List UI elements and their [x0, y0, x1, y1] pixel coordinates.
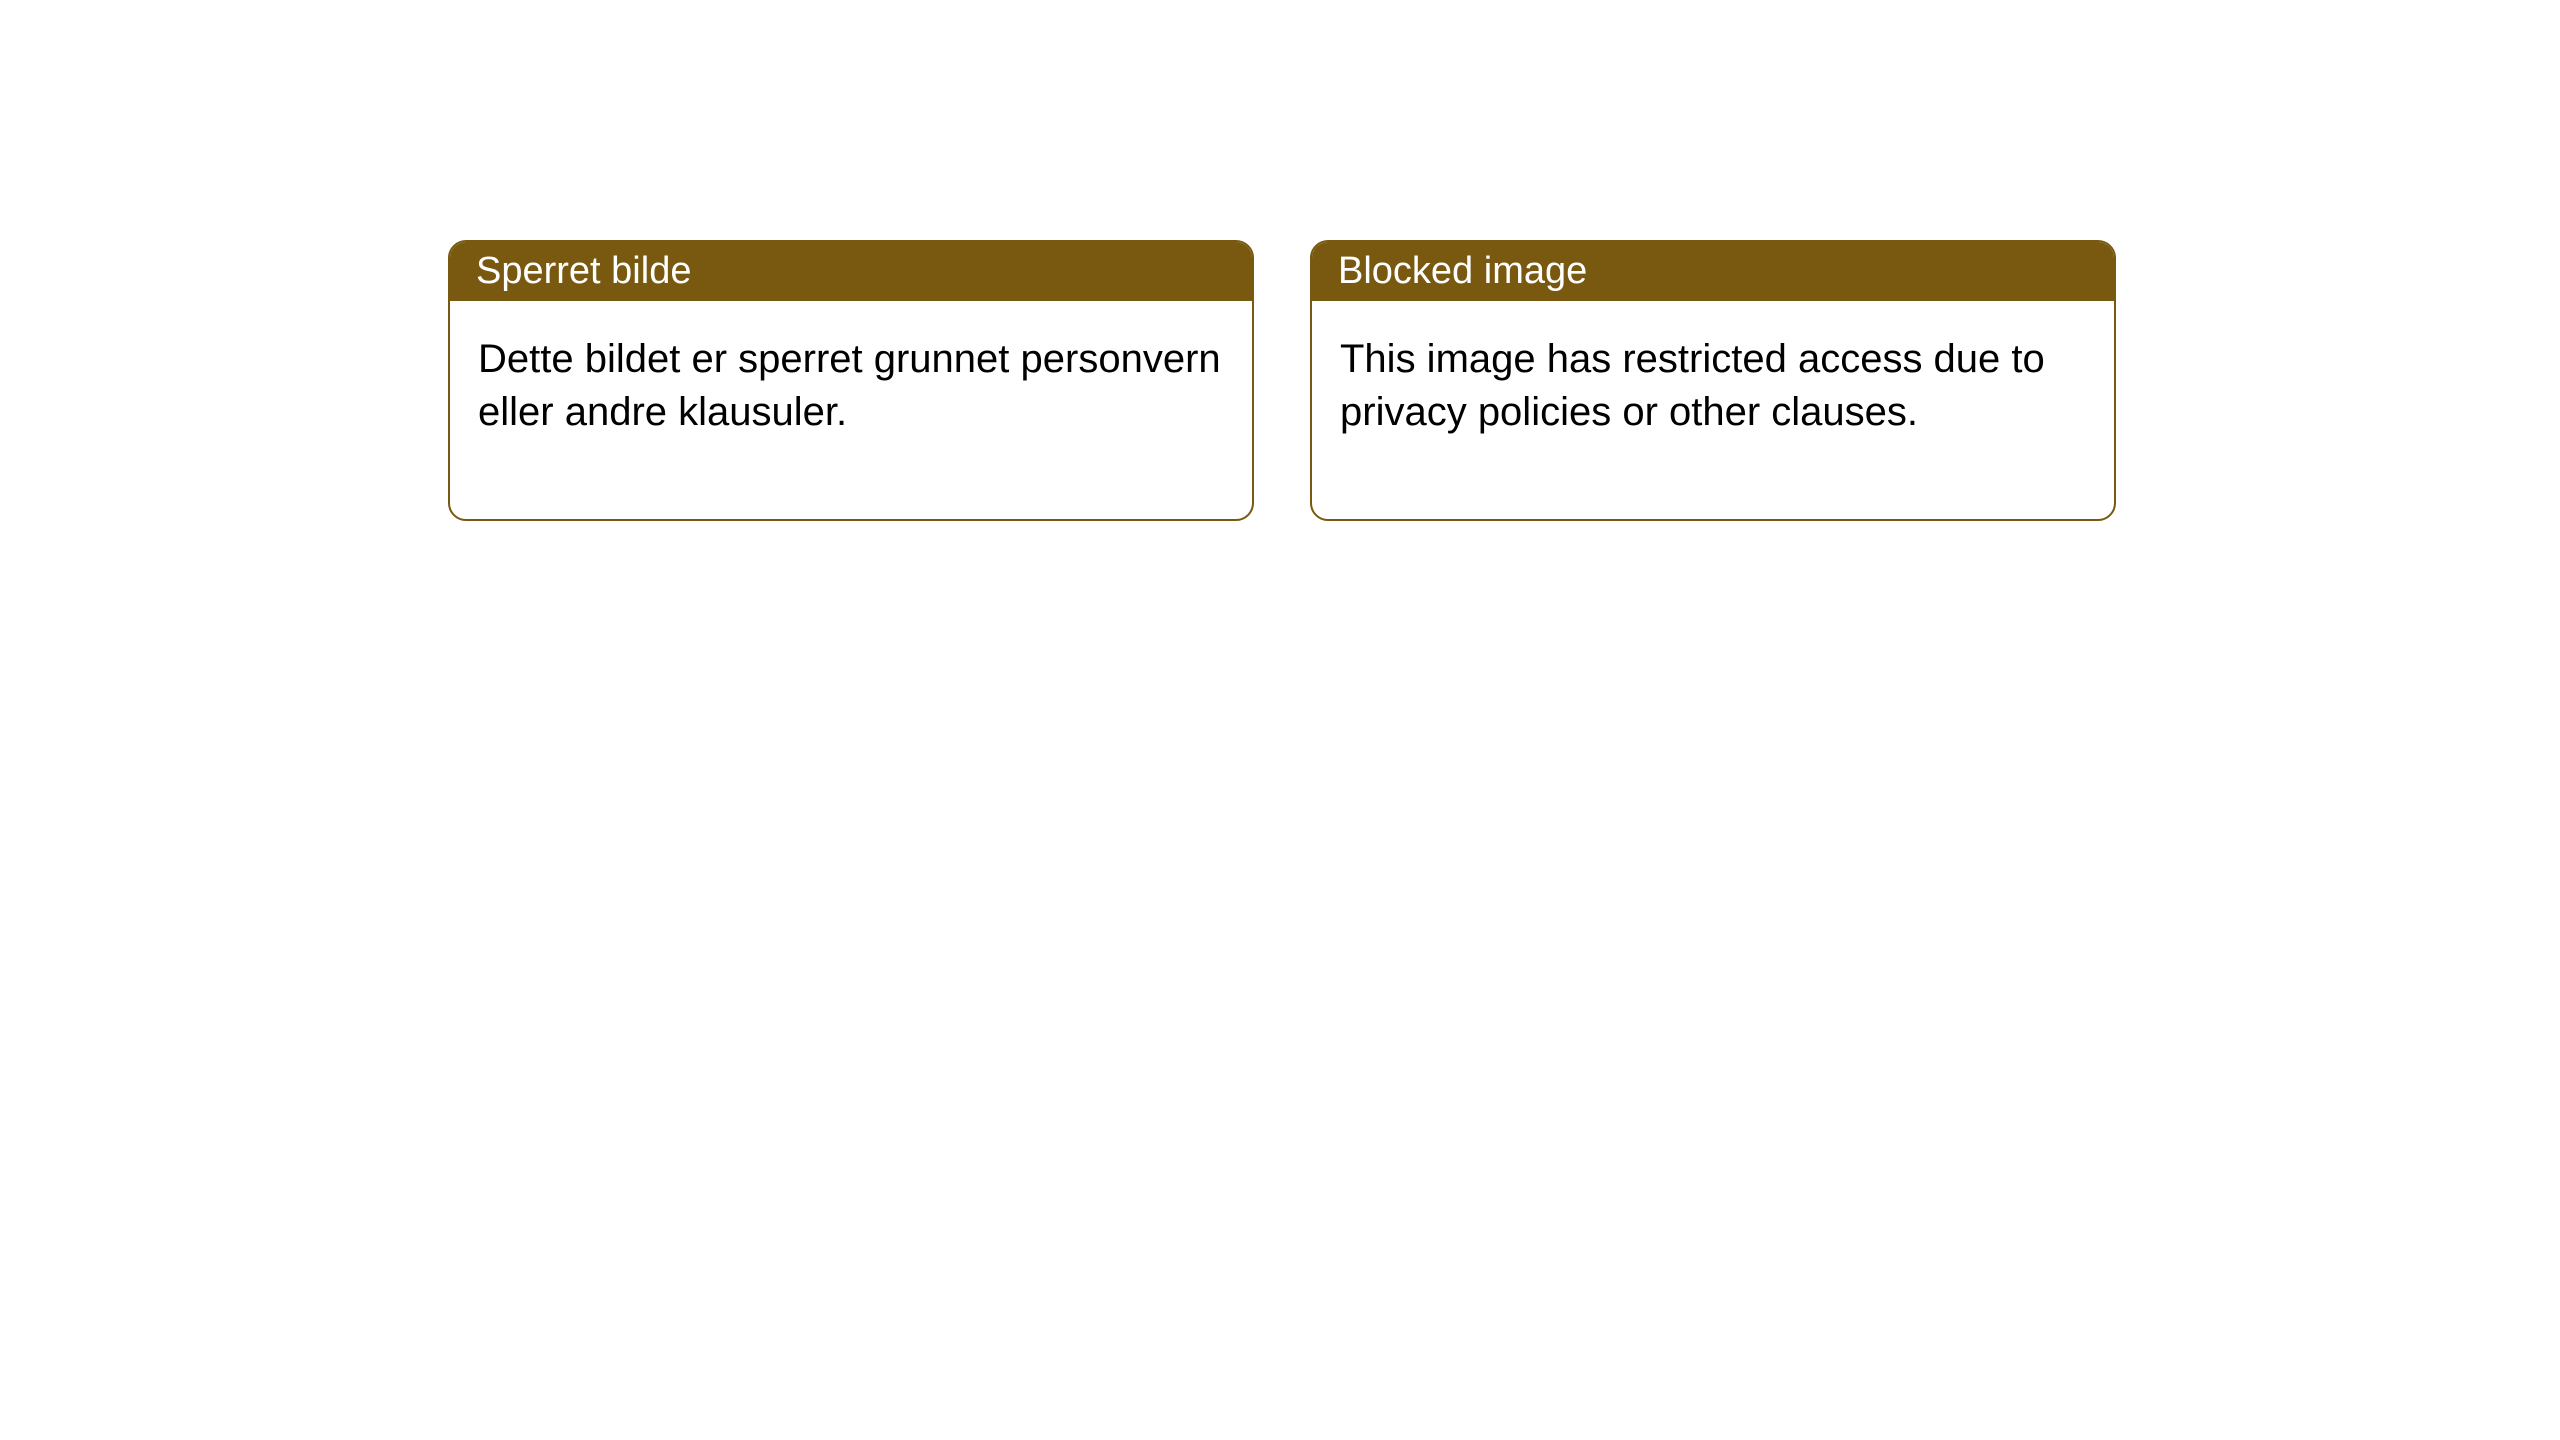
card-body: This image has restricted access due to …: [1312, 301, 2114, 519]
card-body-text: This image has restricted access due to …: [1340, 337, 2045, 434]
card-header: Blocked image: [1312, 242, 2114, 301]
card-title: Blocked image: [1338, 250, 1587, 292]
card-title: Sperret bilde: [476, 250, 691, 292]
notice-cards-container: Sperret bilde Dette bildet er sperret gr…: [0, 0, 2560, 521]
card-body-text: Dette bildet er sperret grunnet personve…: [478, 337, 1221, 434]
notice-card-norwegian: Sperret bilde Dette bildet er sperret gr…: [448, 240, 1254, 521]
notice-card-english: Blocked image This image has restricted …: [1310, 240, 2116, 521]
card-body: Dette bildet er sperret grunnet personve…: [450, 301, 1252, 519]
card-header: Sperret bilde: [450, 242, 1252, 301]
